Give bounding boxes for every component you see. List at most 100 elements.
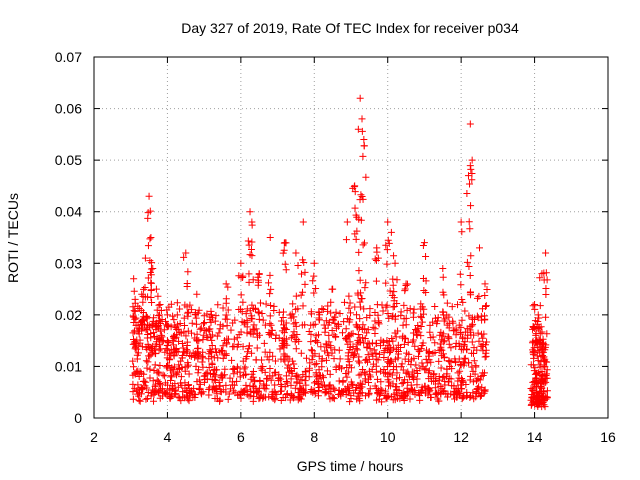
data-point: [386, 357, 394, 365]
data-point: [181, 322, 189, 330]
data-point: [403, 280, 411, 288]
data-point: [468, 338, 476, 346]
data-point: [162, 317, 170, 325]
data-point: [416, 396, 424, 404]
data-point: [482, 303, 490, 311]
data-point: [221, 315, 229, 323]
data-point: [193, 336, 201, 344]
data-point: [398, 380, 406, 388]
data-point: [261, 348, 269, 356]
data-point: [393, 369, 401, 377]
data-point: [219, 304, 227, 312]
data-point: [253, 344, 261, 352]
data-point: [535, 400, 543, 408]
data-point: [229, 319, 237, 327]
data-point: [250, 321, 258, 329]
data-point: [454, 301, 462, 309]
data-point: [401, 391, 409, 399]
data-point: [477, 342, 485, 350]
data-point: [135, 386, 143, 394]
data-point: [266, 271, 274, 279]
data-point: [265, 356, 273, 364]
data-point: [439, 288, 447, 296]
data-point: [415, 347, 423, 355]
data-point: [245, 342, 253, 350]
plot-frame: [93, 56, 609, 419]
data-point: [129, 312, 137, 320]
data-point: [170, 351, 178, 359]
data-point: [354, 357, 362, 365]
data-point: [409, 338, 417, 346]
data-point: [183, 341, 191, 349]
data-point: [237, 394, 245, 402]
data-point: [281, 394, 289, 402]
data-point: [271, 396, 279, 404]
data-point: [248, 238, 256, 246]
data-point: [400, 340, 408, 348]
data-point: [281, 325, 289, 333]
data-point: [177, 357, 185, 365]
data-point: [148, 259, 156, 267]
data-point: [366, 345, 374, 353]
data-point: [440, 387, 448, 395]
data-point: [384, 370, 392, 378]
data-point: [324, 302, 332, 310]
data-point: [347, 392, 355, 400]
data-point: [307, 385, 315, 393]
data-point: [170, 363, 178, 371]
data-point: [335, 386, 343, 394]
data-point: [297, 270, 305, 278]
data-point: [212, 366, 220, 374]
data-point: [222, 311, 230, 319]
data-point: [149, 320, 157, 328]
data-point: [145, 192, 153, 200]
data-point: [404, 338, 412, 346]
data-point: [473, 385, 481, 393]
data-point: [452, 339, 460, 347]
data-point: [358, 389, 366, 397]
data-point: [141, 382, 149, 390]
data-point: [129, 329, 137, 337]
data-point: [294, 373, 302, 381]
data-point: [181, 367, 189, 375]
data-point: [540, 394, 548, 402]
data-point: [431, 339, 439, 347]
data-point: [300, 259, 308, 267]
data-point: [230, 335, 238, 343]
data-point: [336, 355, 344, 363]
data-point: [448, 382, 456, 390]
data-point: [411, 342, 419, 350]
data-point: [372, 362, 380, 370]
data-point: [335, 362, 343, 370]
data-point: [535, 336, 543, 344]
data-point: [286, 311, 294, 319]
data-point: [469, 349, 477, 357]
data-point: [294, 396, 302, 404]
data-point: [223, 335, 231, 343]
data-point: [272, 335, 280, 343]
data-point: [466, 376, 474, 384]
data-point: [163, 311, 171, 319]
data-point: [403, 388, 411, 396]
data-point: [316, 372, 324, 380]
data-point: [379, 307, 387, 315]
data-point: [301, 321, 309, 329]
data-point: [246, 208, 254, 216]
data-point: [389, 275, 397, 283]
data-point: [468, 315, 476, 323]
data-point: [163, 321, 171, 329]
data-point: [374, 356, 382, 364]
data-point: [483, 338, 491, 346]
data-point: [166, 395, 174, 403]
data-point: [373, 301, 381, 309]
data-point: [130, 336, 138, 344]
data-point: [532, 331, 540, 339]
data-point: [430, 378, 438, 386]
data-point: [129, 395, 137, 403]
data-point: [299, 218, 307, 226]
data-point: [394, 354, 402, 362]
data-point: [537, 357, 545, 365]
data-point: [542, 290, 550, 298]
data-point: [287, 381, 295, 389]
data-point: [242, 381, 250, 389]
